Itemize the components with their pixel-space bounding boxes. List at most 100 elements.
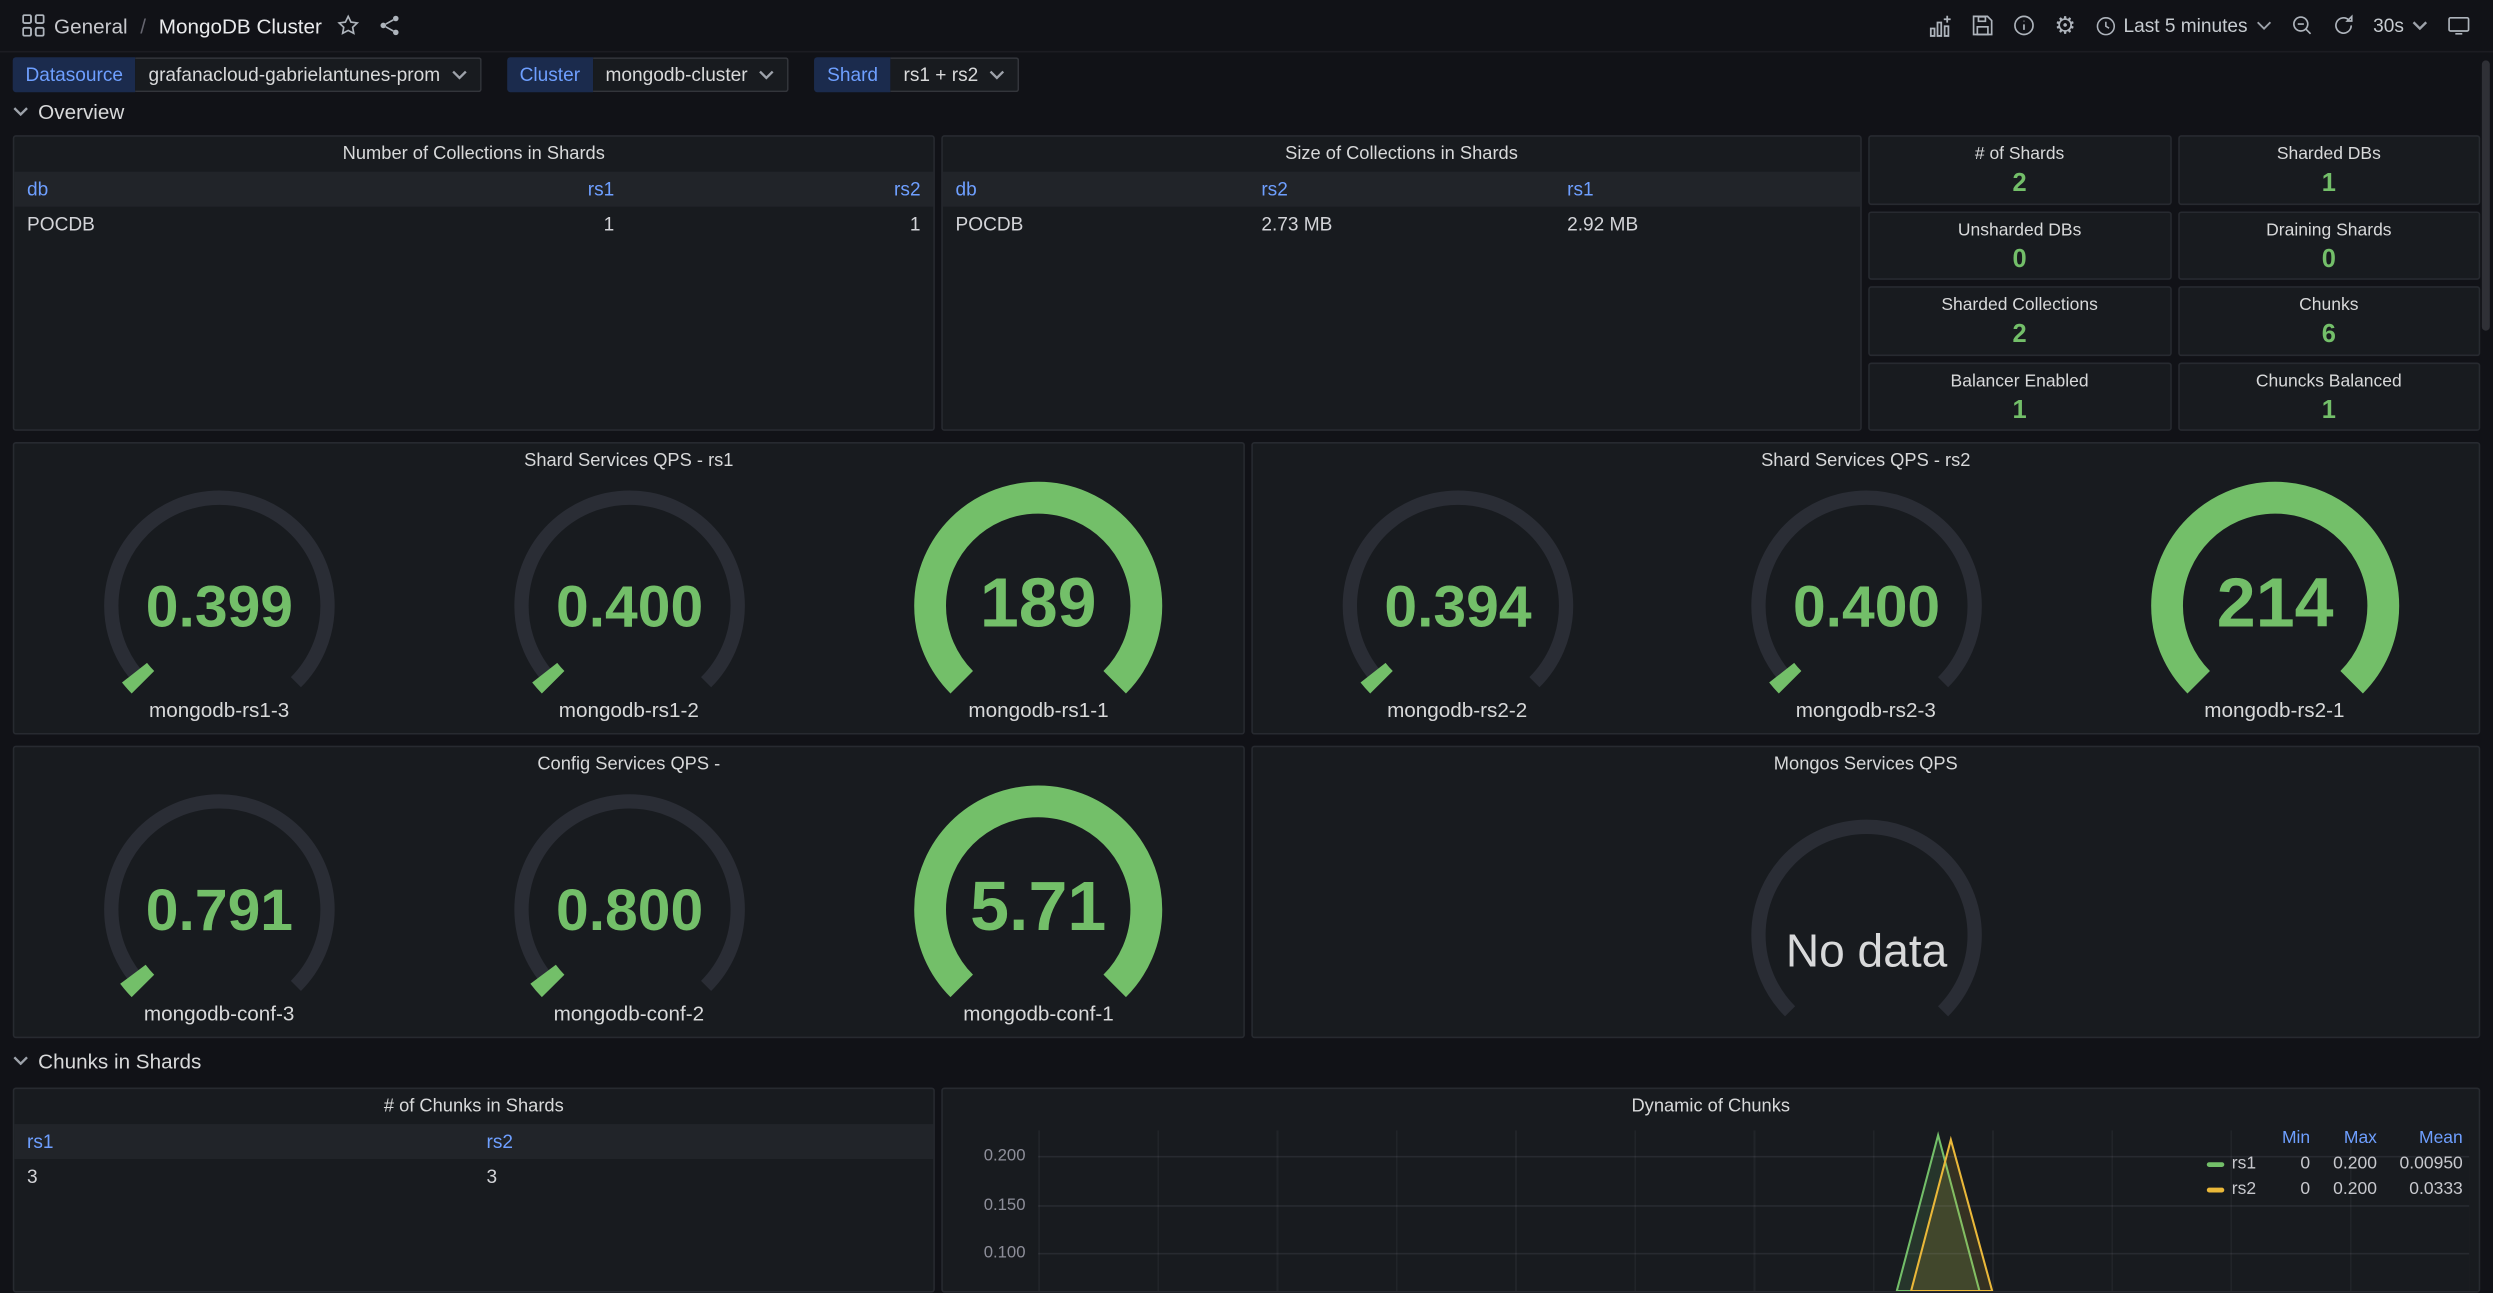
- table-cell: 1: [909, 213, 921, 236]
- gauge: 0.399 mongodb-rs1-3: [14, 475, 424, 729]
- stat-value: 2: [2012, 321, 2027, 349]
- chevron-down-icon: [2412, 21, 2428, 31]
- gauge-label: mongodb-rs2-3: [1795, 697, 1936, 722]
- gauge-row: 0.399 mongodb-rs1-3 0.400 mongodb-rs1-2 …: [14, 475, 1243, 729]
- chart-legend: Min Max Mean rs1 0 0.200 0.00950 rs2 0 0.200…: [2206, 1127, 2463, 1202]
- column-header[interactable]: rs2: [1261, 178, 1288, 201]
- gauge: 0.394 mongodb-rs2-2: [1253, 475, 1662, 729]
- variable-label: Shard: [814, 57, 891, 93]
- svg-text:No data: No data: [1785, 925, 1947, 977]
- zoom-out-icon[interactable]: [2281, 5, 2322, 46]
- chevron-down-icon: [2256, 21, 2271, 30]
- column-header[interactable]: db: [27, 178, 49, 201]
- chevron-down-icon: [990, 70, 1005, 80]
- top-nav: General / MongoDB Cluster ⚙ Last 5 minut…: [0, 0, 2493, 53]
- page-scrollbar[interactable]: [2481, 60, 2490, 331]
- legend-mean: 0.00950: [2399, 1154, 2463, 1174]
- panel-title[interactable]: Size of Collections in Shards: [1285, 144, 1518, 164]
- chevron-down-icon: [452, 70, 467, 80]
- gauge-label: mongodb-rs2-1: [2204, 697, 2345, 722]
- svg-text:0.791: 0.791: [146, 878, 293, 943]
- panel-shard-qps-rs2: Shard Services QPS - rs2 0.394 mongodb-r…: [1251, 441, 2481, 735]
- dashboards-grid-icon[interactable]: [13, 5, 54, 46]
- table-cell: 1: [603, 213, 615, 236]
- legend-max: 0.200: [2333, 1179, 2377, 1199]
- chart-plot[interactable]: [1038, 1130, 2470, 1292]
- stat-panel: Sharded DBs 1: [2177, 135, 2481, 205]
- legend-series[interactable]: rs1: [2206, 1153, 2256, 1177]
- column-header[interactable]: db: [955, 178, 977, 201]
- refresh-interval-picker[interactable]: 30s: [2364, 5, 2438, 46]
- column-header[interactable]: rs2: [486, 1130, 514, 1153]
- legend-stat-header[interactable]: Mean: [2419, 1128, 2463, 1148]
- tv-mode-icon[interactable]: [2437, 5, 2480, 46]
- gauge: 214 mongodb-rs2-1: [2070, 475, 2479, 729]
- stat-panel: Sharded Collections 2: [1868, 286, 2172, 356]
- stat-panel: # of Shards 2: [1868, 135, 2172, 205]
- gauge-label: mongodb-conf-3: [143, 1001, 295, 1026]
- dashboard-insights-icon[interactable]: [2004, 5, 2045, 46]
- gauge-label: mongodb-rs1-3: [149, 697, 290, 722]
- clock-icon: [2096, 16, 2115, 35]
- variable-label: Cluster: [506, 57, 593, 93]
- gridline: [1038, 1252, 2470, 1255]
- panel-title[interactable]: Shard Services QPS - rs1: [524, 451, 734, 471]
- chevron-down-icon: [13, 1056, 28, 1066]
- column-header[interactable]: rs1: [587, 178, 615, 201]
- variable-cluster: Cluster mongodb-cluster: [506, 57, 789, 93]
- variable-cluster-select[interactable]: mongodb-cluster: [592, 57, 789, 93]
- variable-shard-select[interactable]: rs1 + rs2: [890, 57, 1020, 93]
- legend-stat-header[interactable]: Min: [2281, 1128, 2311, 1148]
- variable-label: Datasource: [12, 57, 136, 93]
- legend-max: 0.200: [2333, 1154, 2377, 1174]
- breadcrumb-folder[interactable]: General: [54, 13, 128, 38]
- section-overview[interactable]: Overview: [13, 99, 124, 124]
- stat-value: 1: [2321, 396, 2336, 424]
- panel-number-of-collections: Number of Collections in Shards db rs1 rs2…: [12, 135, 935, 431]
- panel-title[interactable]: Shard Services QPS - rs2: [1761, 451, 1971, 471]
- legend-stat-header[interactable]: Max: [2343, 1128, 2377, 1148]
- table-cell: 2.73 MB: [1261, 213, 1333, 236]
- y-axis-tick: 0.200: [983, 1146, 1026, 1166]
- gauge-row: 0.394 mongodb-rs2-2 0.400 mongodb-rs2-3 …: [1253, 475, 2479, 729]
- gridline: [1038, 1204, 2470, 1206]
- table-row: POCDB 2.73 MB 2.92 MB: [943, 207, 1860, 242]
- section-chunks-in-shards[interactable]: Chunks in Shards: [13, 1048, 201, 1073]
- refresh-icon[interactable]: [2322, 5, 2363, 46]
- panel-title[interactable]: Config Services QPS -: [537, 755, 721, 775]
- column-header[interactable]: rs2: [894, 178, 921, 201]
- stat-value: 6: [2321, 321, 2336, 349]
- legend-series[interactable]: rs2: [2206, 1178, 2256, 1202]
- share-icon[interactable]: [370, 5, 411, 46]
- gauge-label: mongodb-conf-2: [553, 1001, 705, 1026]
- gauge-no-data: No data: [1659, 779, 2072, 1033]
- gauge: 0.400 mongodb-rs1-2: [424, 475, 834, 729]
- panel-title[interactable]: # of Chunks in Shards: [383, 1097, 564, 1117]
- stat-panel: Unsharded DBs 0: [1868, 210, 2172, 280]
- panel-title[interactable]: Number of Collections in Shards: [342, 144, 605, 164]
- variable-shard: Shard rs1 + rs2: [814, 57, 1020, 93]
- table-cell: POCDB: [955, 213, 1024, 236]
- add-panel-icon[interactable]: [1919, 5, 1962, 46]
- settings-gear-icon[interactable]: ⚙: [2054, 11, 2076, 39]
- variable-datasource-select[interactable]: grafanacloud-gabrielantunes-prom: [135, 57, 482, 93]
- panel-title[interactable]: Mongos Services QPS: [1773, 755, 1958, 775]
- save-dashboard-icon[interactable]: [1962, 5, 2003, 46]
- gauge-row: 0.791 mongodb-conf-3 0.800 mongodb-conf-…: [14, 779, 1243, 1033]
- collections-count-table: db rs1 rs2 POCDB 1 1: [14, 171, 934, 242]
- column-header[interactable]: rs1: [1567, 178, 1594, 201]
- table-cell: POCDB: [27, 213, 95, 236]
- time-range-picker[interactable]: Last 5 minutes: [2085, 5, 2281, 46]
- table-cell: 3: [486, 1165, 498, 1188]
- svg-text:0.400: 0.400: [1792, 574, 1939, 639]
- star-icon[interactable]: [328, 5, 369, 46]
- gauge: 0.800 mongodb-conf-2: [424, 779, 834, 1033]
- table-cell: 3: [27, 1165, 38, 1188]
- series-swatch: [2206, 1162, 2224, 1168]
- svg-text:0.800: 0.800: [555, 878, 702, 943]
- svg-text:189: 189: [980, 563, 1097, 641]
- column-header[interactable]: rs1: [27, 1130, 54, 1153]
- panel-title[interactable]: Dynamic of Chunks: [1631, 1097, 1791, 1117]
